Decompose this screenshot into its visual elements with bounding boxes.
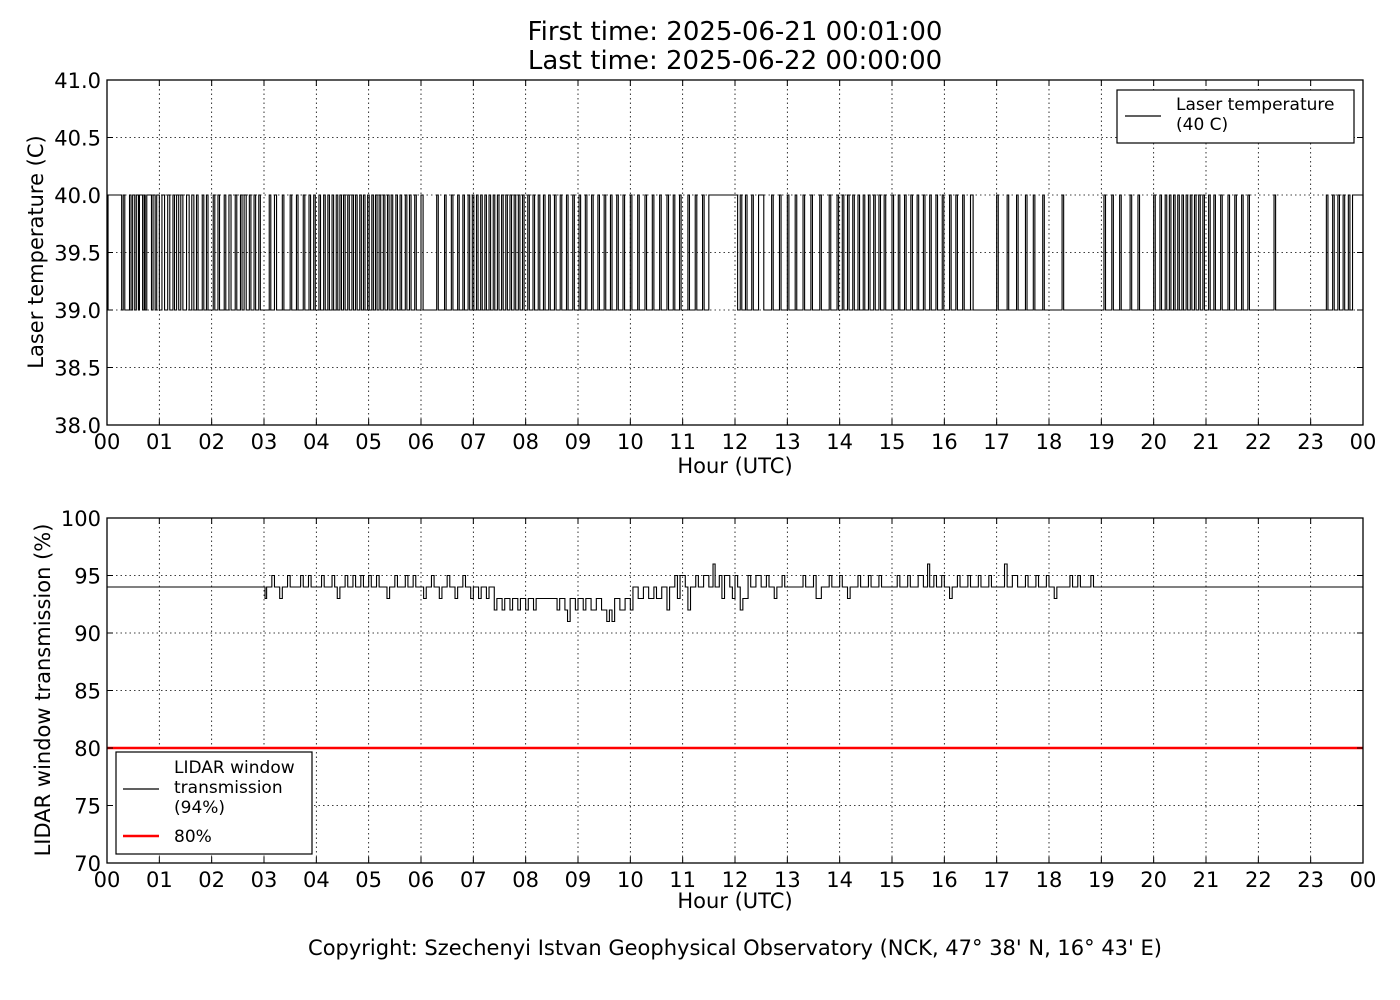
lidar-transmission-plot: 00 01 02 03 04 05 06 07 08 09 10 11 12 13 14 15 16 17 18 19… [31, 507, 1376, 913]
x-tick-label: 13 [774, 430, 801, 454]
legend-line: (40 C) [1176, 115, 1228, 135]
laser-y-axis-label: Laser temperature (C) [24, 135, 48, 368]
laser-temperature-plot: 00 01 02 03 04 05 06 07 08 09 10 11 12 13 14 15 16 17 18 19… [24, 69, 1376, 478]
y-tick-label: 85 [74, 680, 101, 704]
x-tick-label: 21 [1193, 430, 1220, 454]
y-tick-label: 39.0 [54, 299, 101, 323]
lidar-series [107, 563, 1363, 750]
x-tick-label: 01 [146, 868, 173, 892]
x-tick-label: 06 [408, 430, 435, 454]
x-tick-label: 12 [722, 868, 749, 892]
y-tick-label: 75 [74, 795, 101, 819]
lidar-grid [107, 518, 1363, 863]
legend-line: transmission [174, 778, 283, 798]
x-tick-label: 13 [774, 868, 801, 892]
laser-x-axis-label: Hour (UTC) [677, 454, 792, 478]
y-tick-label: 40.5 [54, 127, 101, 151]
x-tick-label: 18 [1036, 430, 1063, 454]
x-tick-label: 09 [565, 868, 592, 892]
y-tick-label: 38.5 [54, 357, 101, 381]
legend-line: LIDAR window [174, 758, 295, 778]
x-tick-label: 11 [669, 868, 696, 892]
y-tick-label: 41.0 [54, 69, 101, 93]
x-tick-label: 19 [1088, 868, 1115, 892]
lidar-y-axis-label: LIDAR window transmission (%) [31, 524, 55, 857]
legend-line: (94%) [174, 798, 225, 818]
laser-ticks: 00 01 02 03 04 05 06 07 08 09 10 11 12 13 14 15 16 17 18 19… [54, 69, 1376, 454]
x-tick-label: 15 [879, 868, 906, 892]
x-tick-label: 05 [355, 868, 382, 892]
lidar-transmission-line [107, 563, 1363, 623]
x-tick-label: 04 [303, 430, 330, 454]
x-tick-label: 00 [94, 430, 121, 454]
laser-legend: Laser temperature (40 C) [1116, 89, 1355, 144]
x-tick-label: 23 [1297, 430, 1324, 454]
lidar-legend: LIDAR window transmission (94%) 80% [115, 751, 313, 855]
x-tick-label: 07 [460, 868, 487, 892]
x-tick-label: 19 [1088, 430, 1115, 454]
x-tick-label: 17 [983, 430, 1010, 454]
x-tick-label: 17 [983, 868, 1010, 892]
y-tick-label: 39.5 [54, 242, 101, 266]
x-tick-label: 20 [1140, 430, 1167, 454]
x-tick-label: 03 [251, 868, 278, 892]
copyright-footer: Copyright: Szechenyi Istvan Geophysical … [308, 936, 1162, 960]
x-tick-label: 03 [251, 430, 278, 454]
legend-line: 80% [174, 827, 212, 847]
x-tick-label: 10 [617, 868, 644, 892]
y-tick-label: 100 [61, 507, 101, 531]
x-tick-label: 00 [1350, 430, 1377, 454]
x-tick-label: 15 [879, 430, 906, 454]
last-time-label: Last time: 2025-06-22 00:00:00 [527, 46, 943, 76]
chart-title: First time: 2025-06-21 00:01:00 Last tim… [0, 18, 1400, 76]
x-tick-label: 22 [1245, 868, 1272, 892]
x-tick-label: 14 [826, 430, 853, 454]
y-tick-label: 80 [74, 737, 101, 761]
y-tick-label: 38.0 [54, 414, 101, 438]
y-tick-label: 40.0 [54, 184, 101, 208]
lidar-legend-label-transmission: LIDAR window transmission (94%) [174, 758, 295, 818]
x-tick-label: 00 [94, 868, 121, 892]
x-tick-label: 07 [460, 430, 487, 454]
x-tick-label: 05 [355, 430, 382, 454]
lidar-ticks: 00 01 02 03 04 05 06 07 08 09 10 11 12 13 14 15 16 17 18 19… [61, 507, 1376, 892]
legend-line: Laser temperature [1176, 95, 1334, 115]
x-tick-label: 11 [669, 430, 696, 454]
y-tick-label: 90 [74, 622, 101, 646]
x-tick-label: 10 [617, 430, 644, 454]
laser-series [107, 194, 1364, 311]
laser-temperature-line [107, 194, 1364, 311]
x-tick-label: 22 [1245, 430, 1272, 454]
x-tick-label: 06 [408, 868, 435, 892]
first-time-label: First time: 2025-06-21 00:01:00 [527, 17, 943, 47]
x-tick-label: 16 [931, 868, 958, 892]
laser-legend-label: Laser temperature (40 C) [1176, 95, 1334, 135]
x-tick-label: 12 [722, 430, 749, 454]
x-tick-label: 02 [198, 868, 225, 892]
x-tick-label: 09 [565, 430, 592, 454]
x-tick-label: 23 [1297, 868, 1324, 892]
x-tick-label: 04 [303, 868, 330, 892]
x-tick-label: 20 [1140, 868, 1167, 892]
x-tick-label: 16 [931, 430, 958, 454]
x-tick-label: 08 [512, 430, 539, 454]
lidar-legend-label-threshold: 80% [174, 827, 212, 847]
lidar-x-axis-label: Hour (UTC) [677, 889, 792, 913]
x-tick-label: 21 [1193, 868, 1220, 892]
x-tick-label: 02 [198, 430, 225, 454]
x-tick-label: 00 [1350, 868, 1377, 892]
x-tick-label: 14 [826, 868, 853, 892]
x-tick-label: 01 [146, 430, 173, 454]
y-tick-label: 70 [74, 852, 101, 876]
y-tick-label: 95 [74, 565, 101, 589]
x-tick-label: 18 [1036, 868, 1063, 892]
x-tick-label: 08 [512, 868, 539, 892]
